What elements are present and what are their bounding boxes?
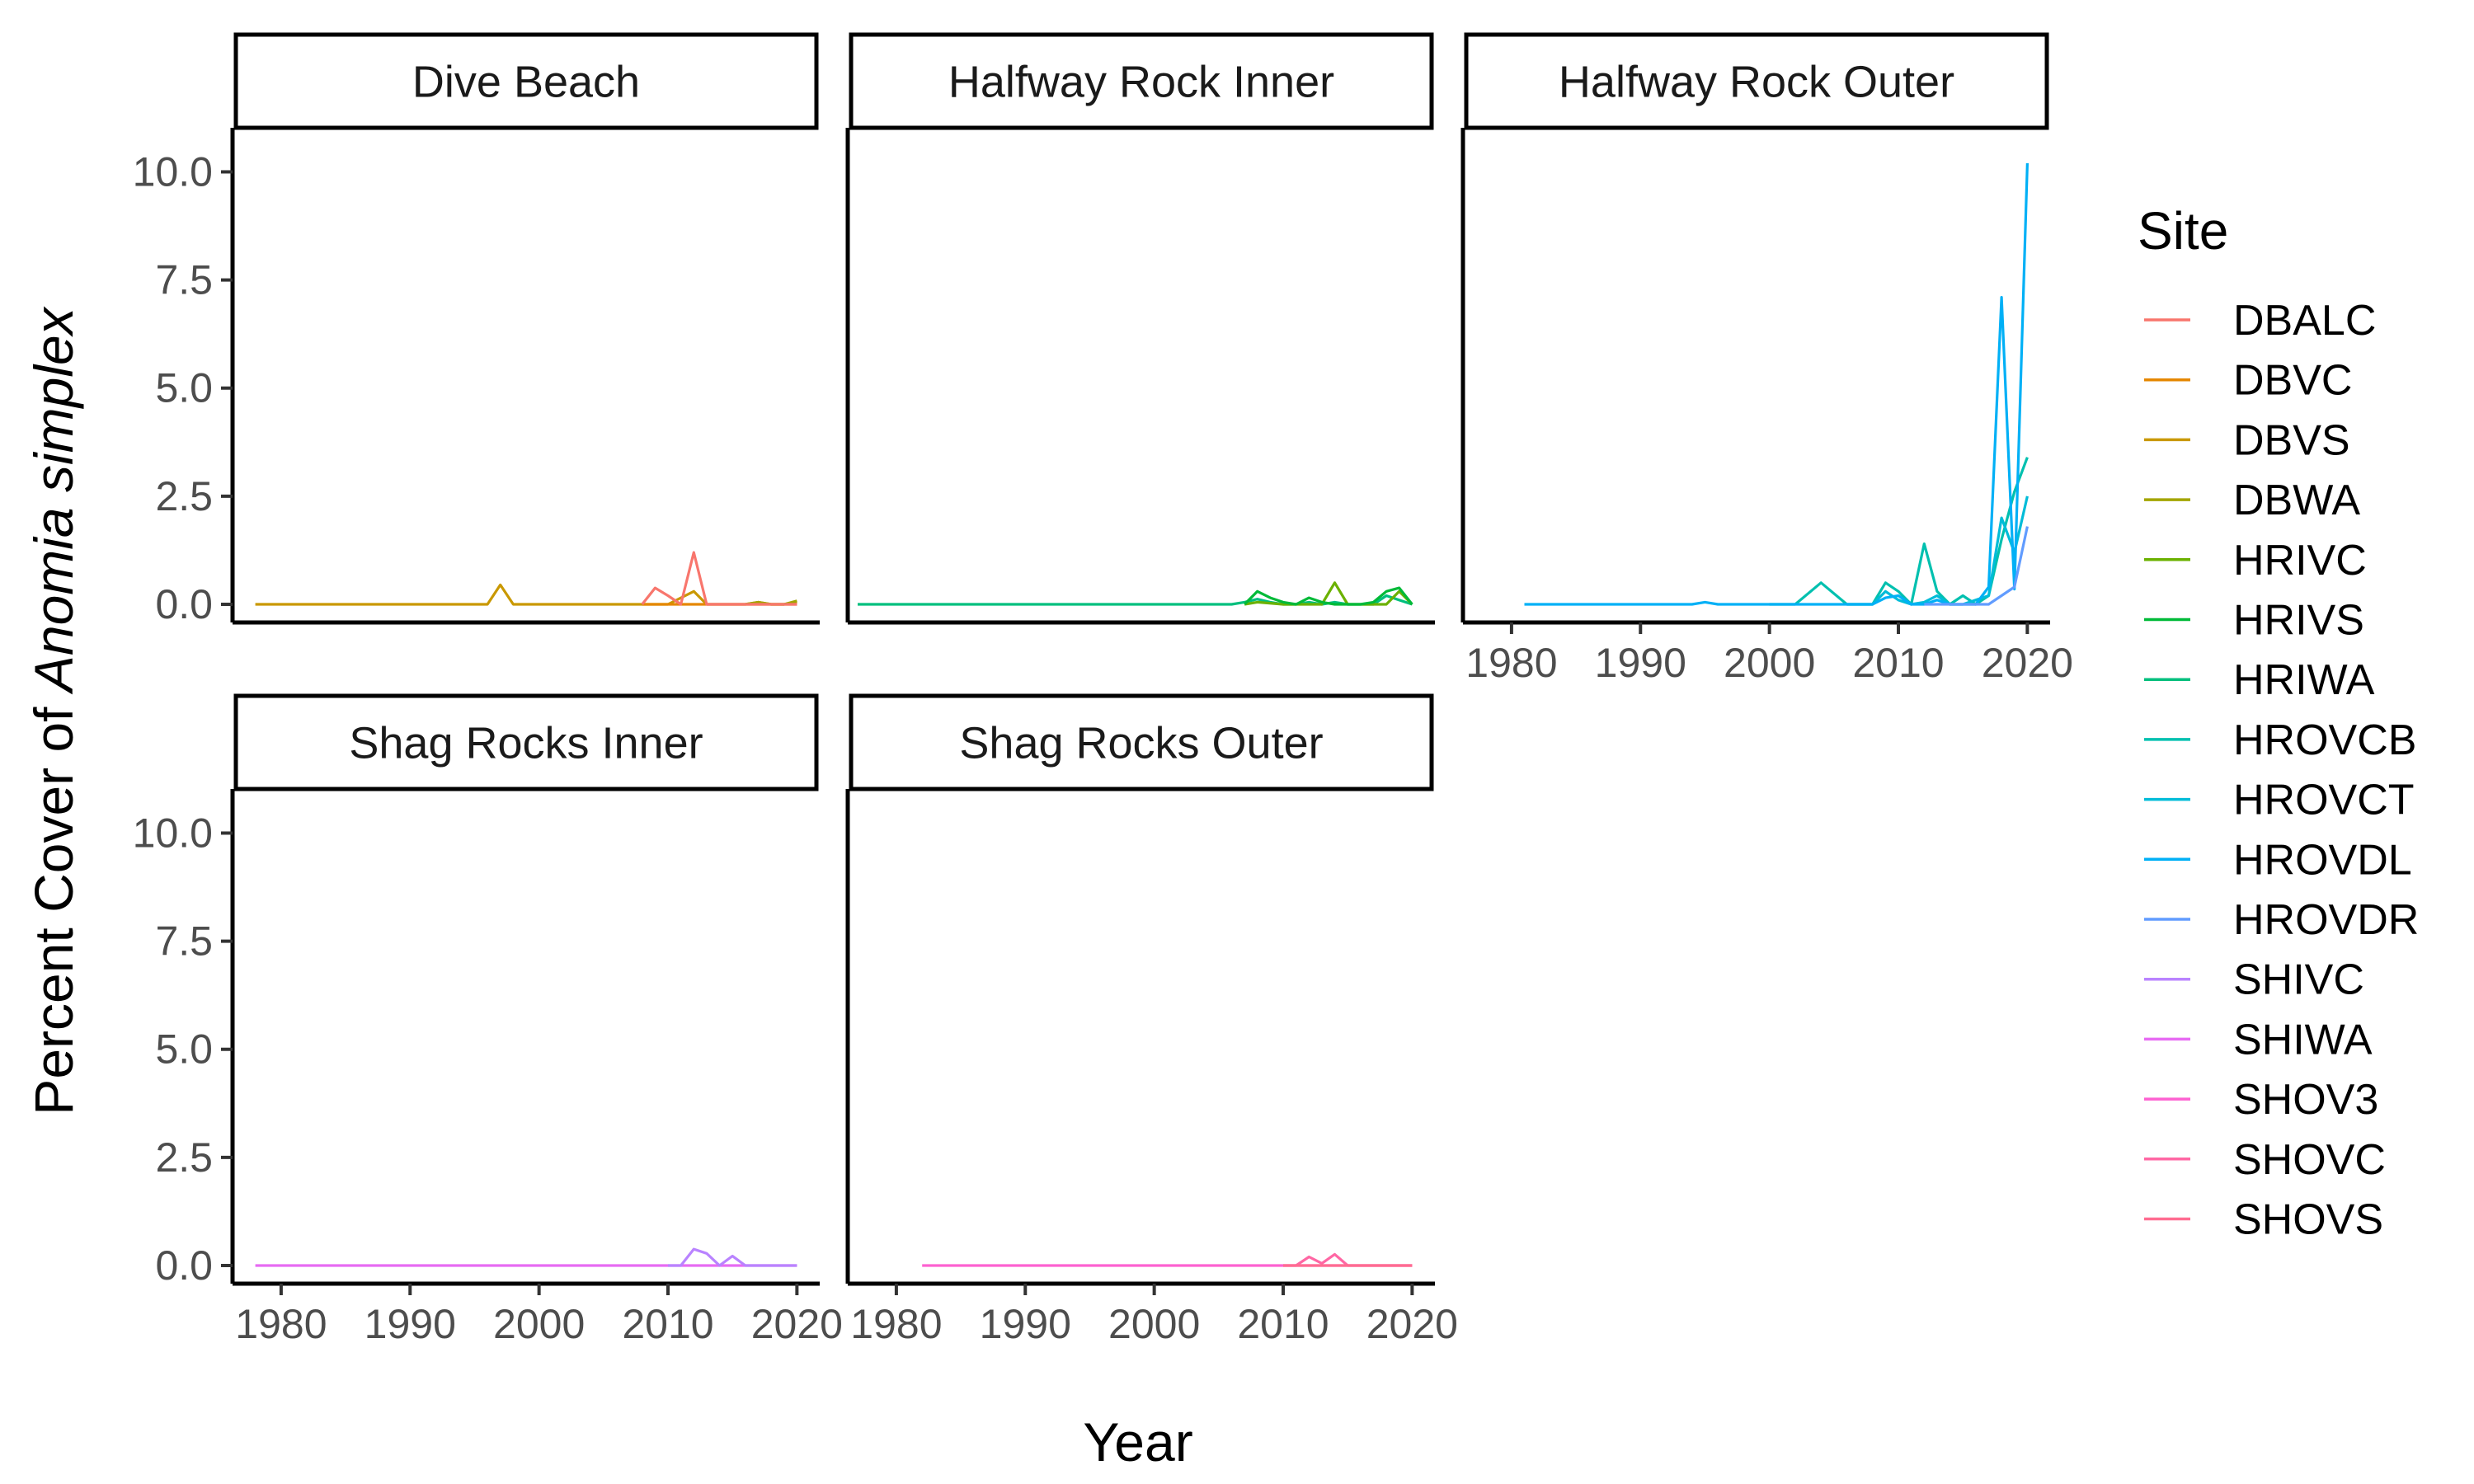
y-axis-title-prefix: Percent Cover of (23, 692, 84, 1115)
legend-label: SHOV3 (2233, 1076, 2378, 1124)
series-line-dbvs (255, 583, 797, 606)
x-tick-label: 1990 (365, 1301, 456, 1347)
x-tick-label: 1990 (1595, 640, 1686, 686)
y-tick-label: 10.0 (133, 810, 213, 856)
legend-label: HROVDL (2233, 836, 2412, 884)
legend-item-hrovdr: HROVDR (2144, 896, 2419, 944)
x-tick-label: 1980 (850, 1301, 942, 1347)
x-tick-label: 2010 (1237, 1301, 1329, 1347)
y-axis-title: Percent Cover of Anomia simplex (23, 306, 84, 1115)
legend-item-shiwa: SHIWA (2144, 1016, 2373, 1064)
y-tick-label: 10.0 (133, 148, 213, 195)
panel-title: Shag Rocks Inner (349, 719, 703, 768)
legend-item-dbalc: DBALC (2144, 297, 2376, 345)
x-tick-label: 2010 (622, 1301, 713, 1347)
panel-3: Halfway Rock Outer 1980 1990 2000 2010 2020 (1460, 32, 2073, 686)
panel-title: Dive Beach (412, 58, 640, 107)
panel-strip (233, 693, 819, 791)
x-tick-label: 2010 (1852, 640, 1944, 686)
x-tick-label: 2000 (1108, 1301, 1200, 1347)
x-tick-label: 1980 (1465, 640, 1557, 686)
panel-title: Shag Rocks Outer (959, 719, 1323, 768)
legend-label: SHIWA (2233, 1016, 2373, 1064)
legend-label: SHIVC (2233, 956, 2364, 1004)
series-line-hrivc (1244, 581, 1413, 606)
panel-title: Halfway Rock Inner (948, 58, 1334, 107)
series-line-shovc (1283, 1252, 1413, 1267)
y-tick-label: 7.5 (155, 918, 213, 965)
legend-label: DBVC (2233, 357, 2352, 405)
x-tick-label: 1980 (235, 1301, 327, 1347)
panel-title: Halfway Rock Outer (1559, 58, 1954, 107)
legend-item-shov3: SHOV3 (2144, 1076, 2378, 1124)
x-tick-label: 1990 (980, 1301, 1071, 1347)
series-line-shivc (668, 1247, 797, 1267)
legend-label: SHOVS (2233, 1196, 2383, 1244)
y-axis-title-species: Anomia simplex (23, 306, 84, 695)
legend-item-hrivs: HRIVS (2144, 597, 2364, 645)
x-tick-label: 2000 (493, 1301, 585, 1347)
legend-item-hrovdl: HROVDL (2144, 836, 2412, 884)
series-line-hrovct (1846, 495, 2029, 606)
panel-strip (1464, 32, 2049, 130)
legend-item-shivc: SHIVC (2144, 956, 2364, 1004)
x-tick-label: 2000 (1724, 640, 1815, 686)
y-tick-label: 2.5 (155, 473, 213, 519)
panel-strip (849, 32, 1434, 130)
x-tick-label: 2020 (1366, 1301, 1458, 1347)
y-tick-label: 5.0 (155, 365, 213, 411)
legend-item-hriwa: HRIWA (2144, 656, 2375, 704)
series-line-hrivs (1243, 586, 1413, 606)
y-tick-label: 0.0 (155, 1242, 213, 1289)
x-tick-label: 2020 (751, 1301, 843, 1347)
y-tick-label: 5.0 (155, 1026, 213, 1073)
legend-title: Site (2138, 201, 2228, 261)
legend-label: SHOVC (2233, 1136, 2386, 1184)
legend: Site DBALC DBVC DBVS DBWA HRIVC HRIVS HRIWA HRO… (2138, 201, 2419, 1244)
legend-item-hrivc: HRIVC (2144, 537, 2367, 585)
x-tick-label: 2020 (1982, 640, 2073, 686)
legend-label: DBVS (2233, 416, 2350, 464)
legend-label: HROVCT (2233, 777, 2415, 824)
legend-label: HRIVS (2233, 597, 2364, 645)
x-axis-title: Year (1083, 1411, 1192, 1472)
y-tick-label: 2.5 (155, 1134, 213, 1181)
panel-5: Shag Rocks Outer 1980 1990 2000 2010 2020 (845, 693, 1458, 1347)
legend-item-dbvs: DBVS (2144, 416, 2350, 464)
panels-layer: Dive Beach 0.0 2.5 5.0 7.5 10.0 Halfway Rock I… (133, 32, 2073, 1347)
legend-item-hrovcb: HROVCB (2144, 716, 2416, 764)
panel-strip (849, 693, 1434, 791)
legend-label: HROVDR (2233, 896, 2419, 944)
legend-label: HRIVC (2233, 537, 2367, 585)
legend-label: DBWA (2233, 477, 2360, 524)
legend-item-hrovct: HROVCT (2144, 777, 2415, 824)
panel-1: Dive Beach 0.0 2.5 5.0 7.5 10.0 (133, 32, 820, 627)
legend-item-shovs: SHOVS (2144, 1196, 2383, 1244)
legend-label: DBALC (2233, 297, 2376, 345)
panel-strip (233, 32, 819, 130)
series-line-dbalc (641, 551, 797, 606)
legend-label: HROVCB (2233, 716, 2416, 764)
panel-4: Shag Rocks Inner 0.0 2.5 5.0 7.5 10.0 1980 1990… (133, 693, 843, 1347)
series-line-hrovdl (1524, 162, 2029, 606)
legend-label: HRIWA (2233, 656, 2375, 704)
legend-item-dbwa: DBWA (2144, 477, 2360, 524)
legend-item-shovc: SHOVC (2144, 1136, 2386, 1184)
panel-2: Halfway Rock Inner (845, 32, 1435, 625)
series-line-hrovdr (1924, 526, 2029, 606)
y-tick-label: 0.0 (155, 581, 213, 627)
legend-item-dbvc: DBVC (2144, 357, 2352, 405)
y-tick-label: 7.5 (155, 257, 213, 303)
